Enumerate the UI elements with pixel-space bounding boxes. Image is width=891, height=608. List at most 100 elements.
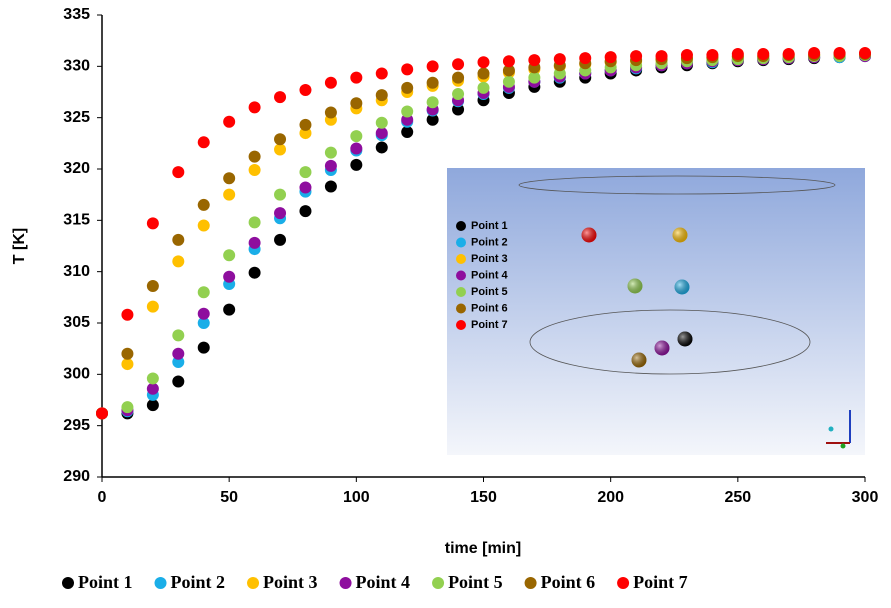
- y-tick-label: 330: [63, 58, 90, 75]
- data-point: [477, 56, 490, 69]
- data-point: [401, 126, 414, 139]
- legend-label: Point 5: [448, 572, 503, 592]
- inset-legend-label: Point 4: [471, 269, 509, 281]
- data-point: [274, 233, 287, 246]
- legend-marker: [524, 577, 537, 589]
- data-point: [172, 356, 185, 369]
- data-point: [299, 83, 312, 96]
- data-point: [401, 81, 414, 94]
- inset-legend-label: Point 2: [471, 236, 508, 248]
- data-point: [223, 303, 236, 316]
- data-point: [553, 67, 566, 80]
- probe-shading: [627, 278, 643, 294]
- data-point: [96, 407, 108, 420]
- data-point: [553, 53, 566, 66]
- data-point: [579, 52, 592, 65]
- data-point: [731, 48, 744, 61]
- axis-triad: [840, 443, 846, 449]
- data-point: [452, 88, 465, 101]
- data-point: [172, 347, 185, 360]
- legend-marker: [617, 577, 630, 589]
- data-point: [223, 172, 236, 185]
- data-point: [324, 106, 337, 119]
- inset-legend-label: Point 1: [471, 220, 508, 232]
- inset-legend-marker: [456, 237, 466, 248]
- data-point: [502, 75, 515, 88]
- y-axis-label: T [K]: [11, 228, 28, 264]
- legend-marker: [247, 577, 260, 589]
- data-point: [121, 401, 134, 414]
- x-tick-label: 100: [343, 489, 370, 506]
- probe-shading: [677, 331, 693, 347]
- y-tick-label: 335: [63, 6, 90, 23]
- data-point: [350, 97, 363, 110]
- x-tick-label: 200: [597, 489, 624, 506]
- data-point: [248, 266, 261, 279]
- data-point: [121, 308, 134, 321]
- data-point: [782, 48, 795, 61]
- geometry-outline: [529, 309, 811, 375]
- data-point: [375, 127, 388, 140]
- data-point: [248, 236, 261, 249]
- inset-legend-marker: [456, 320, 466, 330]
- data-point: [197, 317, 210, 329]
- legend-label: Point 3: [263, 572, 318, 592]
- data-point: [401, 105, 414, 118]
- data-point: [197, 341, 210, 354]
- y-tick-label: 295: [63, 417, 90, 434]
- x-tick-label: 50: [220, 489, 238, 506]
- data-point: [299, 127, 312, 140]
- data-point: [274, 133, 287, 146]
- data-point: [655, 50, 668, 63]
- probe-shading: [631, 352, 647, 368]
- data-point: [146, 217, 159, 230]
- axis-triad: [828, 426, 834, 432]
- data-point: [248, 101, 261, 114]
- data-point: [350, 130, 363, 143]
- data-point: [375, 67, 388, 80]
- data-point: [452, 71, 465, 84]
- y-tick-label: 290: [63, 468, 90, 485]
- data-point: [630, 50, 643, 63]
- data-point: [274, 143, 287, 156]
- data-point: [223, 115, 236, 128]
- probe-shading: [674, 279, 690, 295]
- data-point: [299, 166, 312, 179]
- data-point: [146, 372, 159, 385]
- data-point: [680, 49, 693, 62]
- y-tick-label: 310: [63, 263, 90, 280]
- data-point: [248, 164, 261, 177]
- data-point: [426, 76, 439, 89]
- inset-legend-marker: [456, 221, 466, 231]
- data-point: [172, 329, 185, 342]
- data-point: [502, 64, 515, 77]
- legend-label: Point 1: [78, 572, 133, 592]
- data-point: [248, 150, 261, 163]
- geometry-outline: [518, 175, 836, 195]
- data-point: [808, 46, 821, 59]
- y-tick-label: 305: [63, 314, 90, 331]
- x-tick-label: 0: [98, 489, 107, 506]
- data-point: [146, 280, 159, 293]
- data-point: [324, 180, 337, 193]
- x-tick-label: 150: [470, 489, 497, 506]
- data-point: [197, 307, 210, 320]
- data-point: [197, 136, 210, 149]
- data-point: [452, 58, 465, 71]
- data-point: [172, 375, 185, 388]
- data-point: [299, 118, 312, 131]
- data-point: [324, 159, 337, 172]
- data-point: [350, 158, 363, 171]
- probe-shading: [654, 340, 670, 356]
- data-point: [502, 55, 515, 68]
- x-tick-label: 250: [724, 489, 751, 506]
- data-point: [401, 63, 414, 76]
- y-tick-label: 325: [63, 109, 90, 126]
- data-point: [248, 216, 261, 229]
- inset-legend-marker: [456, 270, 466, 281]
- data-point: [197, 198, 210, 211]
- legend-marker: [432, 577, 445, 589]
- data-point: [172, 233, 185, 246]
- data-point: [299, 205, 312, 218]
- data-point: [706, 49, 719, 62]
